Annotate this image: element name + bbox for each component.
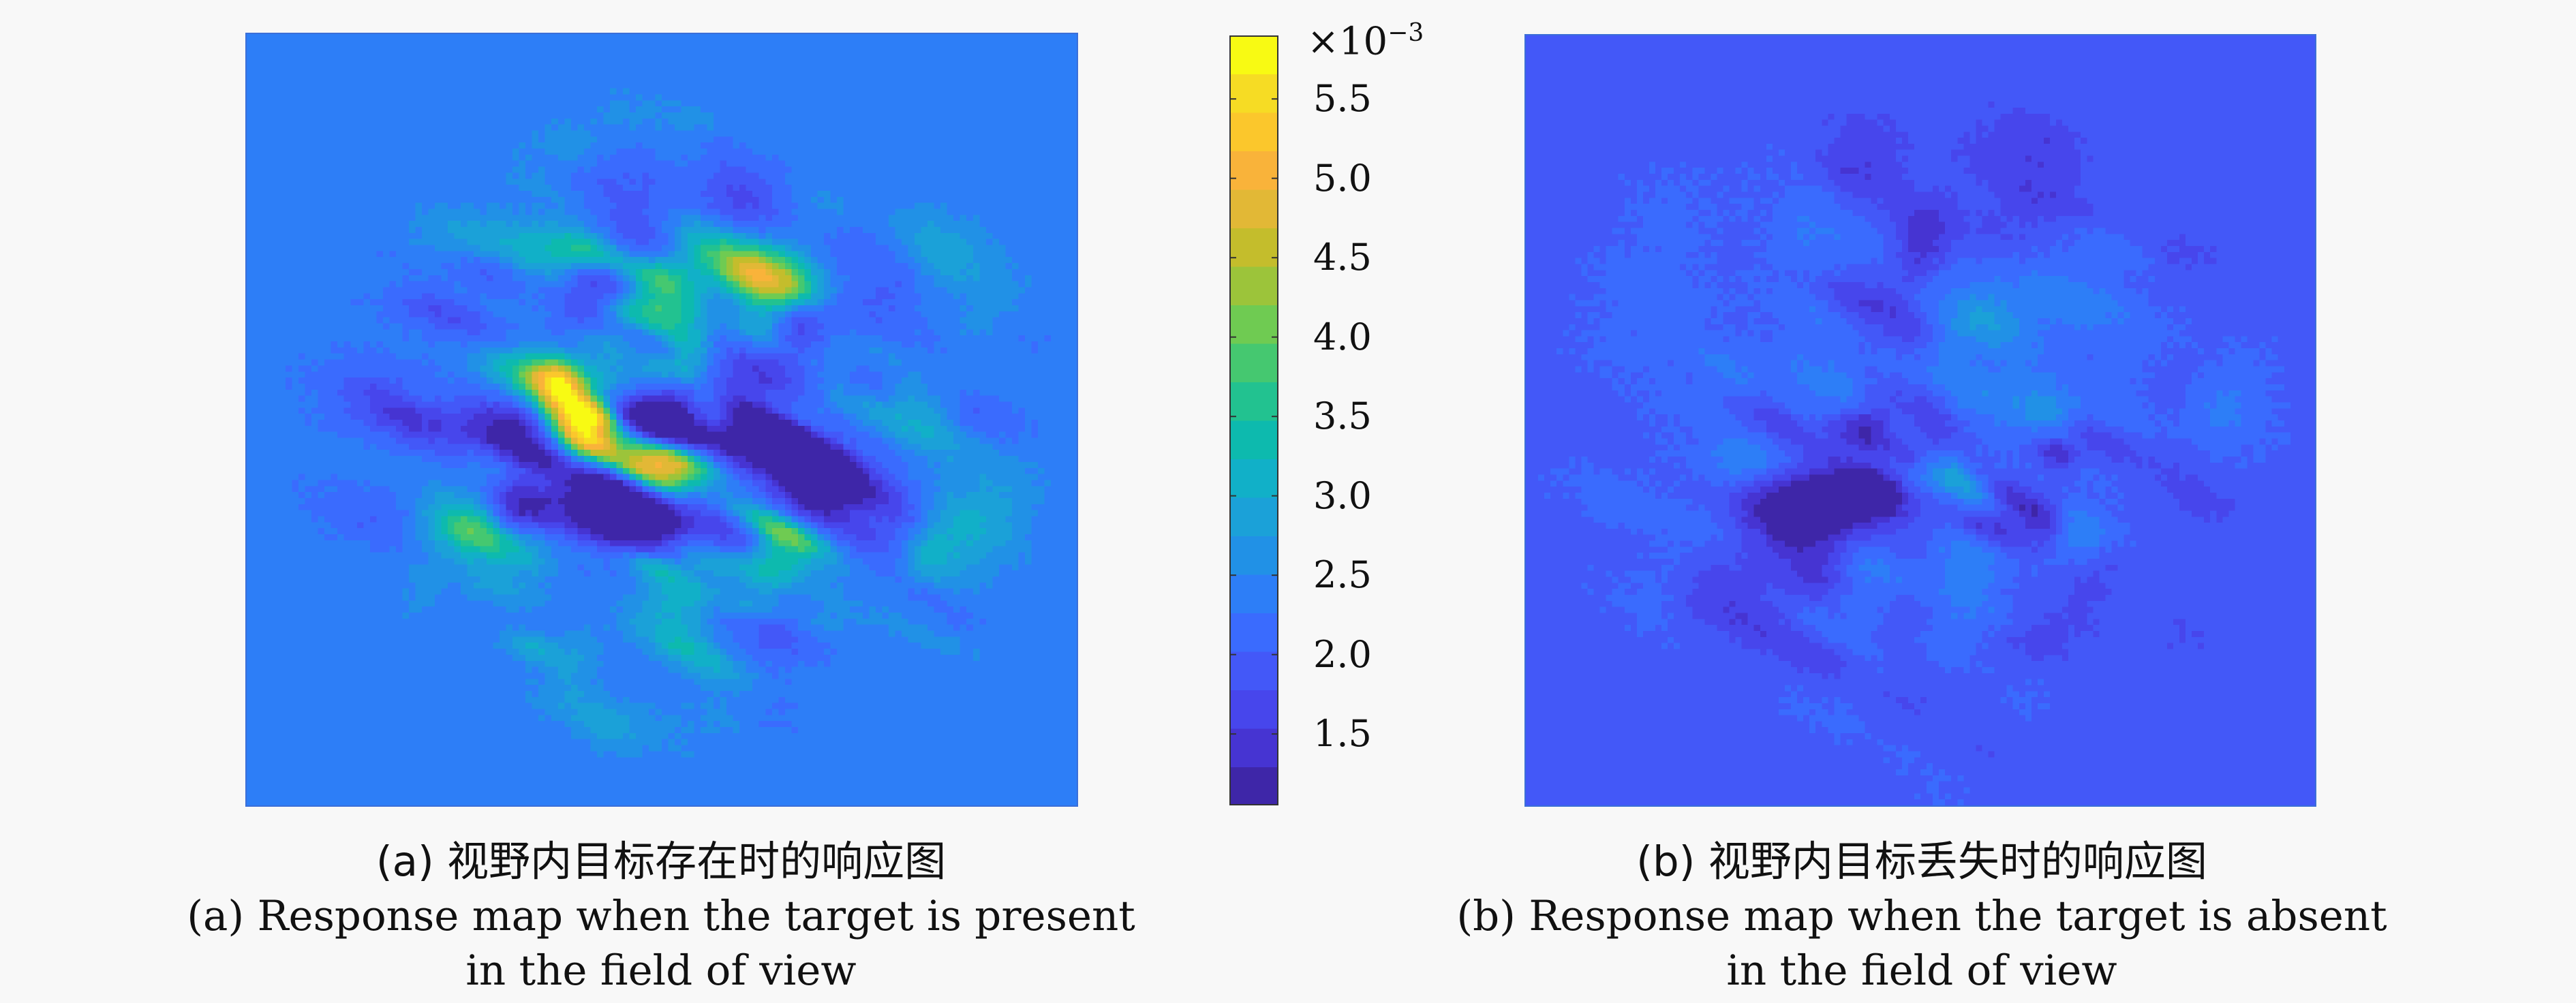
colorbar-segment <box>1229 228 1278 267</box>
colorbar-segment <box>1229 266 1278 305</box>
colorbar-exponent-base: ×10 <box>1307 19 1388 64</box>
caption-b-en-line2: in the field of view <box>1726 946 2117 995</box>
colorbar-segment <box>1229 767 1278 805</box>
colorbar-segment <box>1229 151 1278 190</box>
caption-a-cn: (a) 视野内目标存在时的响应图 <box>375 837 947 886</box>
caption-a-en-line1: (a) Response map when the target is pres… <box>187 892 1135 940</box>
colorbar-segment <box>1229 74 1278 113</box>
colorbar-segment <box>1229 728 1278 767</box>
caption-b-cn: (b) 视野内目标丢失时的响应图 <box>1636 837 2207 886</box>
colorbar-exponent-power: −3 <box>1387 19 1424 47</box>
caption-b: (b) 视野内目标丢失时的响应图 (b) Response map when t… <box>1431 835 2412 998</box>
caption-b-en-line1: (b) Response map when the target is abse… <box>1456 892 2387 940</box>
caption-a-en-line2: in the field of view <box>465 946 857 995</box>
heatmap-present-canvas <box>247 34 1077 805</box>
colorbar-border <box>1229 35 1278 805</box>
colorbar-segment <box>1229 343 1278 382</box>
caption-a: (a) 视野内目标存在时的响应图 (a) Response map when t… <box>170 835 1152 998</box>
colorbar-segment <box>1229 112 1278 151</box>
colorbar-segment <box>1229 536 1278 575</box>
heatmap-present <box>245 33 1078 807</box>
colorbar-tick-label: 2.5 <box>1313 553 1372 597</box>
colorbar-segment <box>1229 651 1278 690</box>
heatmap-absent-canvas <box>1526 35 2315 805</box>
colorbar-tick-label: 3.5 <box>1313 395 1372 438</box>
colorbar-segment <box>1229 305 1278 344</box>
colorbar-segment <box>1229 459 1278 498</box>
colorbar-tick-label: 5.0 <box>1313 156 1372 200</box>
colorbar-segment <box>1229 189 1278 228</box>
colorbar-tick-label: 3.0 <box>1313 474 1372 517</box>
colorbar-tick-label: 4.5 <box>1313 236 1372 279</box>
heatmap-absent <box>1524 34 2316 807</box>
colorbar-segment <box>1229 35 1278 74</box>
colorbar-tick-label: 1.5 <box>1313 712 1372 756</box>
colorbar-tick-label: 5.5 <box>1313 77 1372 121</box>
colorbar-segment <box>1229 420 1278 459</box>
colorbar-segment <box>1229 613 1278 652</box>
colorbar-tick-label: 2.0 <box>1313 632 1372 676</box>
colorbar-exponent: ×10−3 <box>1307 19 1424 64</box>
colorbar-tick-label: 4.0 <box>1313 315 1372 358</box>
colorbar-segment <box>1229 690 1278 729</box>
colorbar-segment <box>1229 382 1278 421</box>
colorbar-segment <box>1229 574 1278 613</box>
colorbar-svg <box>1229 35 1278 805</box>
colorbar-segment <box>1229 497 1278 536</box>
colorbar <box>1229 35 1278 805</box>
